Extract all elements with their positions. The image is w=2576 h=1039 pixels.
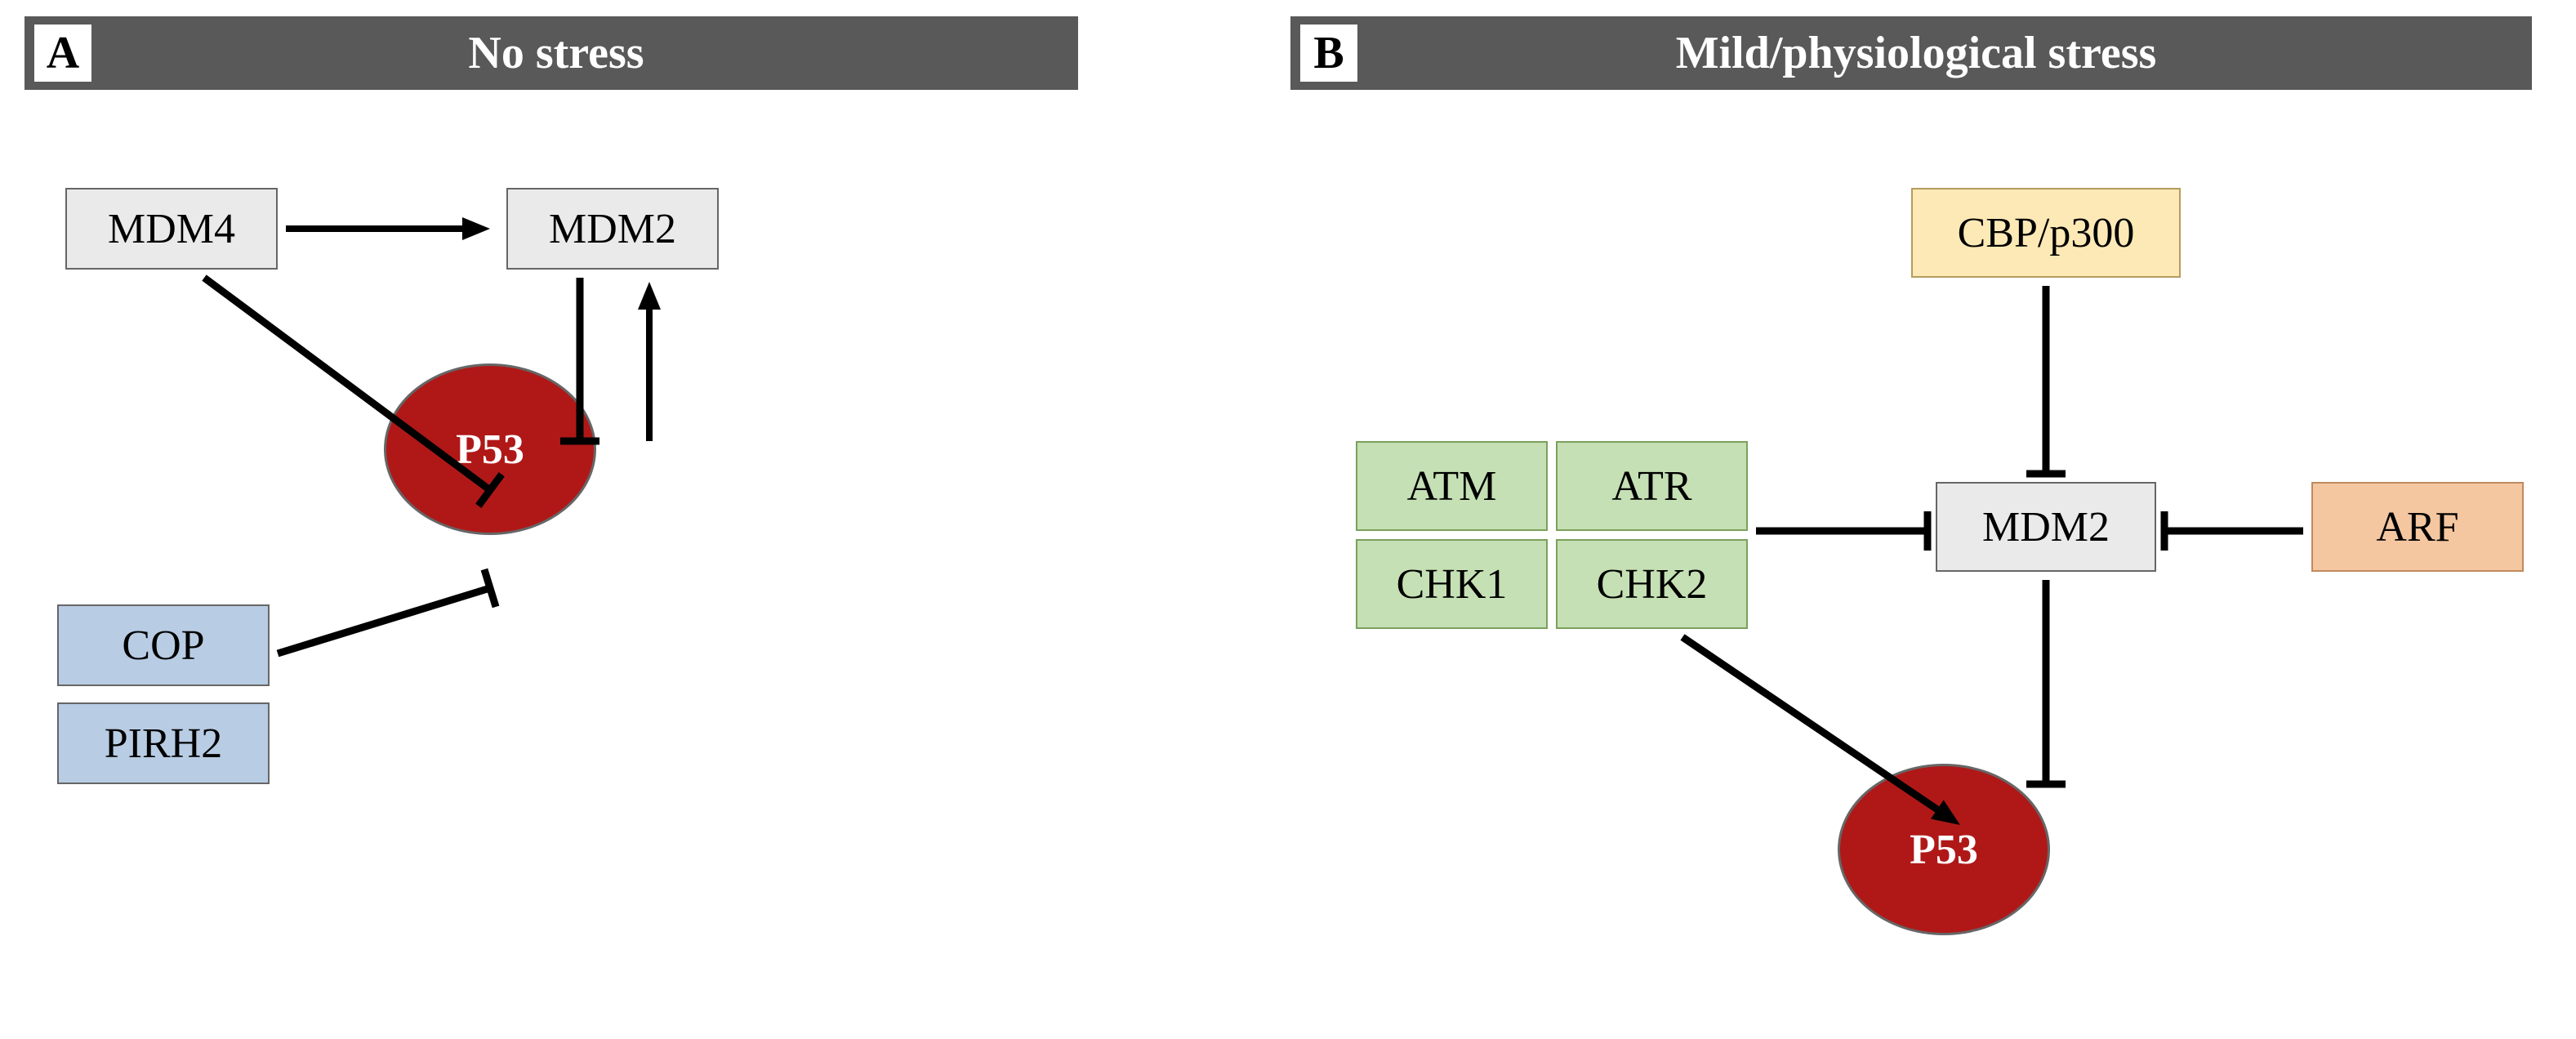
node-p53: P53 [384,363,596,535]
node-mdm2: MDM2 [506,188,719,270]
node-chk1: CHK1 [1356,539,1548,629]
panel-title-A: No stress [91,27,1078,79]
panel-titlebar-B: BMild/physiological stress [1290,16,2532,90]
node-chk2: CHK2 [1556,539,1748,629]
diagram-canvas: ANo stress MDM4 MDM2 COP PIRH2 P53 BMild/physi… [0,0,2576,1039]
node-atr: ATR [1556,441,1748,531]
node-pirh2: PIRH2 [57,702,270,784]
panel-titlebar-A: ANo stress [25,16,1078,90]
node-p53: P53 [1838,764,2050,935]
node-cop: COP [57,604,270,686]
node-mdm4: MDM4 [65,188,278,270]
node-cbp: CBP/p300 [1911,188,2181,278]
panel-letter-A: A [34,25,91,82]
node-atm: ATM [1356,441,1548,531]
node-mdm2: MDM2 [1936,482,2156,572]
node-arf: ARF [2311,482,2524,572]
panel-title-B: Mild/physiological stress [1357,27,2532,79]
panel-letter-B: B [1300,25,1357,82]
